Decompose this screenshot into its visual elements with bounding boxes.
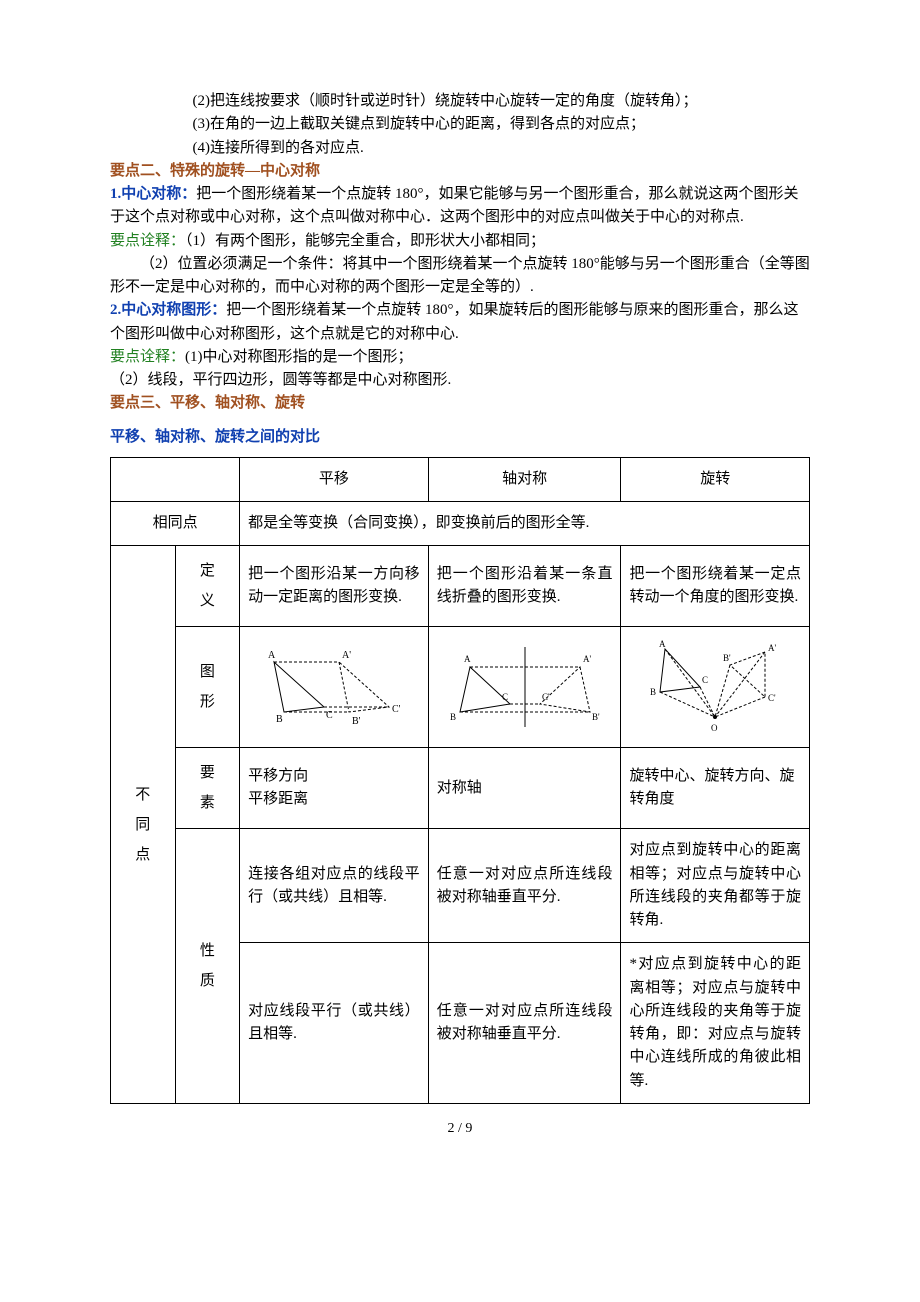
fig-xuan: A A' B B' C C' O: [621, 627, 810, 748]
svg-text:B': B': [723, 653, 731, 663]
page-footer: 2 / 9: [110, 1118, 810, 1140]
sec2-p3-label: 2.中心对称图形：: [110, 302, 226, 318]
fig-pingyi: A A' B B' C C': [240, 627, 429, 748]
svg-text:C': C': [542, 692, 550, 702]
svg-text:A: A: [659, 639, 666, 649]
th-zhou: 轴对称: [428, 457, 621, 501]
step-3: (3)在角的一边上截取关键点到旋转中心的距离，得到各点的对应点；: [110, 113, 810, 136]
section-2-title: 要点二、特殊的旋转—中心对称: [110, 160, 810, 183]
svg-text:B: B: [276, 714, 283, 725]
sec2-p3: 2.中心对称图形：把一个图形绕着某一个点旋转 180°，如果旋转后的图形能够与原…: [110, 299, 810, 346]
table-row-def: 不同点 定义 把一个图形沿某一方向移动一定距离的图形变换. 把一个图形沿着某一条…: [111, 546, 810, 627]
yaosu-xuan: 旋转中心、旋转方向、旋转角度: [621, 748, 810, 829]
row-xingzhi-label-text: 性质: [184, 936, 232, 996]
xingzhi2-zhou: 任意一对对应点所连线段被对称轴垂直平分.: [428, 943, 621, 1104]
sec2-p2a-text: （1）有两个图形，能够完全重合，即形状大小都相同；: [185, 233, 545, 249]
comparison-table: 平移 轴对称 旋转 相同点 都是全等变换（合同变换），即变换前后的图形全等. 不…: [110, 457, 810, 1104]
sec2-p4a: 要点诠释：(1)中心对称图形指的是一个图形；: [110, 346, 810, 369]
svg-text:A: A: [268, 650, 276, 661]
svg-text:C: C: [702, 675, 708, 685]
row-same-label: 相同点: [111, 502, 240, 546]
diagram-reflection: A A' B B' C C': [440, 642, 610, 732]
th-pingyi: 平移: [240, 457, 429, 501]
def-pingyi: 把一个图形沿某一方向移动一定距离的图形变换.: [240, 546, 429, 627]
sec2-p1: 1.中心对称：把一个图形绕着某一个点旋转 180°，如果它能够与另一个图形重合，…: [110, 183, 810, 230]
row-diff-label: 不同点: [111, 546, 176, 1104]
svg-text:C': C': [768, 693, 776, 703]
table-row-yaosu: 要素 平移方向平移距离 对称轴 旋转中心、旋转方向、旋转角度: [111, 748, 810, 829]
svg-text:A': A': [768, 643, 776, 653]
step-4: (4)连接所得到的各对应点.: [110, 137, 810, 160]
svg-text:A': A': [342, 650, 351, 661]
xingzhi2-xuan: *对应点到旋转中心的距离相等；对应点与旋转中心所连线段的夹角等于旋转角，即：对应…: [621, 943, 810, 1104]
svg-text:B: B: [650, 687, 656, 697]
yaosu-zhou: 对称轴: [428, 748, 621, 829]
row-yaosu-label-text: 要素: [184, 758, 232, 818]
sec2-p2b: （2）位置必须满足一个条件：将其中一个图形绕着某一个点旋转 180°能够与另一个…: [110, 253, 810, 300]
fig-zhou: A A' B B' C C': [428, 627, 621, 748]
table-row-same: 相同点 都是全等变换（合同变换），即变换前后的图形全等.: [111, 502, 810, 546]
step-2: (2)把连线按要求（顺时针或逆时针）绕旋转中心旋转一定的角度（旋转角）；: [110, 90, 810, 113]
section-3-subtitle: 平移、轴对称、旋转之间的对比: [110, 426, 810, 449]
sec2-p1-label: 1.中心对称：: [110, 186, 196, 202]
sec2-p4-label: 要点诠释：: [110, 349, 185, 365]
svg-text:C: C: [326, 710, 333, 721]
xingzhi2-pingyi: 对应线段平行（或共线）且相等.: [240, 943, 429, 1104]
xingzhi1-pingyi: 连接各组对应点的线段平行（或共线）且相等.: [240, 829, 429, 943]
svg-text:B': B': [352, 716, 361, 727]
def-zhou: 把一个图形沿着某一条直线折叠的图形变换.: [428, 546, 621, 627]
sec2-p4a-text: (1)中心对称图形指的是一个图形；: [185, 349, 413, 365]
svg-text:O: O: [711, 723, 718, 733]
xingzhi1-zhou: 任意一对对应点所连线段被对称轴垂直平分.: [428, 829, 621, 943]
row-def-label-text: 定义: [184, 556, 232, 616]
diagram-rotation: A A' B B' C C' O: [635, 637, 795, 737]
th-xuan: 旋转: [621, 457, 810, 501]
row-xingzhi-label: 性质: [175, 829, 240, 1104]
page: (2)把连线按要求（顺时针或逆时针）绕旋转中心旋转一定的角度（旋转角）； (3)…: [0, 0, 920, 1179]
svg-text:A': A': [583, 654, 591, 664]
th-blank: [111, 457, 240, 501]
row-fig-label: 图形: [175, 627, 240, 748]
sec2-p2-label: 要点诠释：: [110, 233, 185, 249]
svg-text:B': B': [592, 712, 600, 722]
svg-text:C': C': [392, 704, 401, 715]
def-xuan: 把一个图形绕着某一定点转动一个角度的图形变换.: [621, 546, 810, 627]
sec2-p4b: （2）线段，平行四边形，圆等等都是中心对称图形.: [110, 369, 810, 392]
sec2-p1-text: 把一个图形绕着某一个点旋转 180°，如果它能够与另一个图形重合，那么就说这两个…: [110, 186, 799, 225]
row-yaosu-label: 要素: [175, 748, 240, 829]
table-header-row: 平移 轴对称 旋转: [111, 457, 810, 501]
yaosu-pingyi: 平移方向平移距离: [240, 748, 429, 829]
sec2-p2a: 要点诠释：（1）有两个图形，能够完全重合，即形状大小都相同；: [110, 230, 810, 253]
row-diff-label-text: 不同点: [119, 780, 167, 870]
svg-text:A: A: [464, 654, 471, 664]
svg-text:C: C: [502, 692, 508, 702]
diagram-translation: A A' B B' C C': [254, 642, 414, 732]
table-row-fig: 图形 A A' B B' C C': [111, 627, 810, 748]
row-def-label: 定义: [175, 546, 240, 627]
svg-text:B: B: [450, 712, 456, 722]
section-3-title: 要点三、平移、轴对称、旋转: [110, 392, 810, 415]
row-same-text: 都是全等变换（合同变换），即变换前后的图形全等.: [240, 502, 810, 546]
table-row-xingzhi1: 性质 连接各组对应点的线段平行（或共线）且相等. 任意一对对应点所连线段被对称轴…: [111, 829, 810, 943]
row-fig-label-text: 图形: [184, 657, 232, 717]
xingzhi1-xuan: 对应点到旋转中心的距离相等；对应点与旋转中心所连线段的夹角都等于旋转角.: [621, 829, 810, 943]
